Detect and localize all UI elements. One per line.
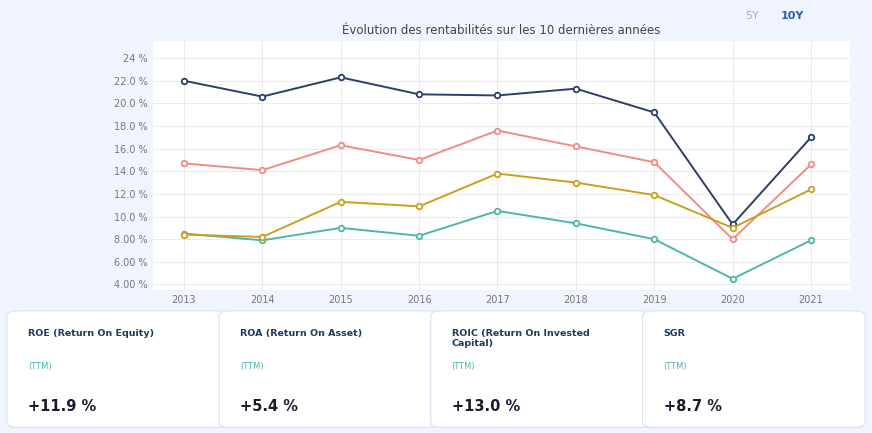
Title: Évolution des rentabilités sur les 10 dernières années: Évolution des rentabilités sur les 10 de… [342, 24, 661, 37]
Text: ROA (Return On Asset): ROA (Return On Asset) [240, 329, 362, 338]
Text: +5.4 %: +5.4 % [240, 399, 298, 414]
Text: (TTM): (TTM) [28, 362, 51, 371]
Text: (TTM): (TTM) [240, 362, 263, 371]
Text: 5Y: 5Y [746, 11, 760, 21]
Text: +13.0 %: +13.0 % [452, 399, 520, 414]
Text: 10Y: 10Y [780, 11, 804, 21]
Text: ROIC (Return On Invested
Capital): ROIC (Return On Invested Capital) [452, 329, 589, 349]
Text: SGR: SGR [664, 329, 685, 338]
Legend: ROE (Return On Equity), ROA (Return On Asset), ROIC (Return On Invested Capital): ROE (Return On Equity), ROA (Return On A… [249, 318, 754, 334]
Text: +8.7 %: +8.7 % [664, 399, 722, 414]
Text: +11.9 %: +11.9 % [28, 399, 96, 414]
Text: (TTM): (TTM) [452, 362, 475, 371]
Text: ROE (Return On Equity): ROE (Return On Equity) [28, 329, 154, 338]
Text: (TTM): (TTM) [664, 362, 687, 371]
